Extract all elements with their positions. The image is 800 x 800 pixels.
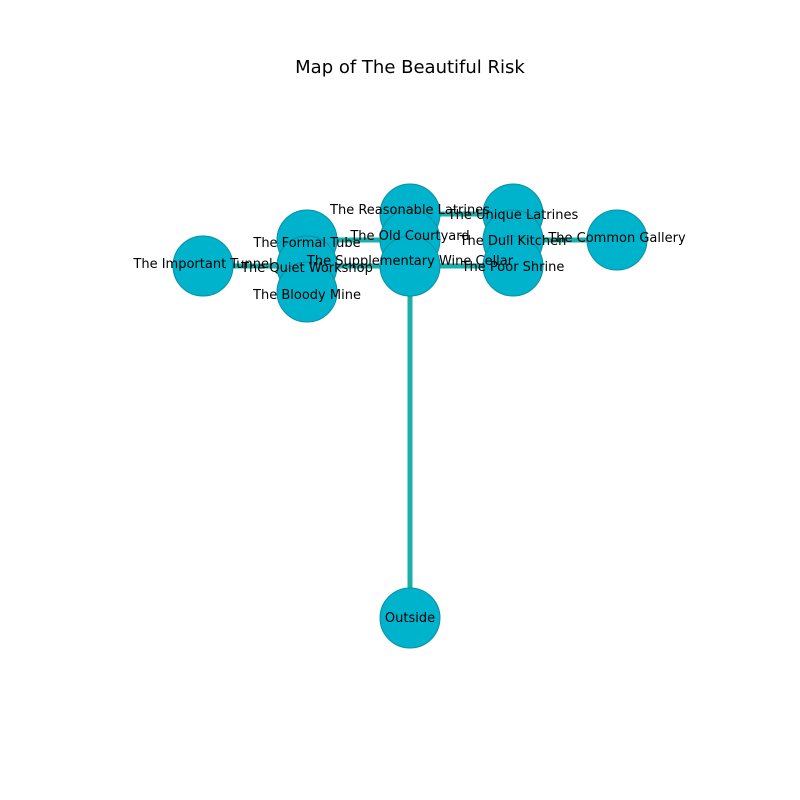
node-label-reasonable_latrines: The Reasonable Latrines: [329, 203, 490, 218]
node-label-important_tunnel: The Important Tunnel: [132, 257, 272, 272]
node-outside[interactable]: [379, 587, 441, 649]
node-label-old_courtyard: The Old Courtyard: [349, 229, 469, 244]
node-supplementary_wine_cellar[interactable]: [379, 235, 441, 297]
node-label-formal_tube: The Formal Tube: [252, 236, 360, 251]
node-layer: [172, 183, 648, 649]
node-label-outside: Outside: [385, 611, 435, 626]
node-label-quiet_workshop: The Quiet Workshop: [240, 261, 373, 276]
node-label-poor_shrine: The Poor Shrine: [461, 260, 565, 275]
node-bloody_mine[interactable]: [276, 261, 338, 323]
node-label-dull_kitchen: The Dull Kitchen: [459, 234, 567, 249]
diagram-title: Map of The Beautiful Risk: [295, 57, 525, 78]
node-label-unique_latrines: The Unique Latrines: [447, 208, 579, 223]
node-poor_shrine[interactable]: [482, 235, 544, 297]
node-common_gallery[interactable]: [586, 209, 648, 271]
node-label-common_gallery: The Common Gallery: [547, 231, 686, 246]
node-important_tunnel[interactable]: [172, 235, 234, 297]
node-label-supplementary_wine_cellar: The Supplementary Wine Cellar: [306, 254, 514, 269]
node-label-bloody_mine: The Bloody Mine: [252, 288, 361, 303]
